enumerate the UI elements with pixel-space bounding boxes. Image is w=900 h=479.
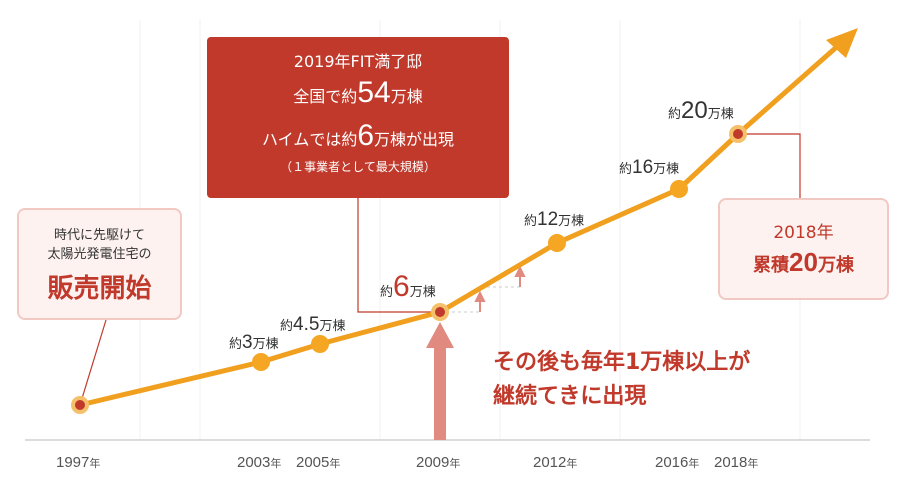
point-label-unit: 万棟 [708,107,734,122]
point-label-prefix: 約 [280,319,293,334]
point-label-value: 12 [537,209,558,230]
fit-callout-heim-count: 6 [357,119,375,152]
x-tick-unit: 年 [449,456,460,470]
fit-callout-national-count: 54 [357,76,391,109]
x-tick-2016: 2016年 [655,454,699,471]
point-label-value: 20 [681,97,708,124]
cumulative-callout: 2018年 累積20万棟 [718,198,889,300]
after-note-line1: その後も毎年1万棟以上が [493,350,751,375]
fit-callout-line3-post: 万棟が出現 [374,130,455,149]
point-label-unit: 万棟 [558,214,584,229]
data-point-1997 [71,396,89,414]
callout-leaders [79,133,801,406]
cumulative-callout-year: 2018年 [773,223,834,243]
point-label-prefix: 約 [229,337,242,352]
x-tick-2005: 2005年 [296,454,340,471]
x-tick-year: 2018 [714,454,747,471]
up-arrow-2009 [426,322,454,440]
x-tick-year: 2005 [296,454,329,471]
start-callout-title: 販売開始 [47,274,152,304]
start-callout-line1: 時代に先駆けて [53,228,145,243]
point-label-prefix: 約 [524,214,537,229]
point-label-unit: 万棟 [410,285,436,300]
start-callout-line2: 太陽光発電住宅の [47,247,152,262]
data-point-2012 [548,234,566,252]
start-callout-text: 時代に先駆けて 太陽光発電住宅の [19,226,180,264]
point-label-value: 6 [393,270,410,303]
x-tick-unit: 年 [329,456,340,470]
point-label-2012: 約12万棟 [524,209,584,230]
cumulative-callout-leader [738,133,801,198]
x-tick-unit: 年 [89,456,100,470]
x-tick-2009: 2009年 [416,454,460,471]
point-label-value: 3 [242,332,253,353]
x-tick-2003: 2003年 [237,454,281,471]
x-tick-unit: 年 [566,456,577,470]
x-tick-2018: 2018年 [714,454,758,471]
small-arrow-1 [474,290,486,312]
point-label-value: 16 [632,157,653,178]
trend-arrowhead [826,28,858,58]
x-tick-unit: 年 [270,456,281,470]
x-tick-1997: 1997年 [56,454,100,471]
data-point-2009 [431,303,449,321]
point-label-2009: 約6万棟 [380,270,436,303]
cumulative-post: 万棟 [817,255,854,276]
data-point-2005 [311,335,329,353]
x-tick-year: 2012 [533,454,566,471]
point-label-2005: 約4.5万棟 [280,314,345,335]
x-tick-2012: 2012年 [533,454,577,471]
fit-callout-line2-pre: 全国で約 [293,87,358,106]
small-arrow-2 [514,265,526,287]
point-label-prefix: 約 [668,107,681,122]
point-label-value: 4.5 [293,314,319,335]
point-label-unit: 万棟 [653,162,679,177]
point-label-2016: 約16万棟 [619,157,679,178]
start-callout-leader [79,319,107,406]
x-tick-year: 2009 [416,454,449,471]
fit-callout-leader [357,198,440,313]
after-note-line2: 継続てきに出現 [493,384,647,409]
cumulative-number: 20 [789,247,818,277]
point-label-unit: 万棟 [319,319,345,334]
point-label-unit: 万棟 [253,337,279,352]
x-tick-year: 2003 [237,454,270,471]
x-tick-unit: 年 [747,456,758,470]
up-arrow-head [426,322,454,348]
fit-callout-line3-pre: ハイムでは約 [261,130,358,149]
fit-callout-line1: 2019年FIT満了邸 [293,52,423,71]
x-tick-year: 2016 [655,454,688,471]
data-point-2016 [670,180,688,198]
x-tick-unit: 年 [688,456,699,470]
up-arrow-shaft [434,346,446,440]
cumulative-callout-total: 累積20万棟 [720,247,887,278]
data-points [71,125,747,414]
data-point-2003 [252,353,270,371]
after-growth-note: その後も毎年1万棟以上が 継続てきに出現 [493,346,793,414]
data-point-2018 [729,125,747,143]
step-guide [440,266,521,313]
x-tick-labels: 1997年 2003年 2005年 2009年 2012年 2016年 2018年 [56,454,758,471]
point-label-prefix: 約 [619,162,632,177]
point-label-2018: 約20万棟 [668,97,734,124]
cumulative-pre: 累積 [753,255,790,276]
point-label-2003: 約3万棟 [229,332,279,353]
sales-start-callout: 時代に先駆けて 太陽光発電住宅の 販売開始 [17,208,182,320]
fit-callout-line2-post: 万棟 [390,87,423,106]
fit-callout-line4: （１事業者として最大規模） [280,160,436,174]
point-label-prefix: 約 [380,285,393,300]
fit-expiry-callout: 2019年FIT満了邸 全国で約54万棟 ハイムでは約6万棟が出現 （１事業者と… [207,37,509,198]
trend-extension [736,42,842,136]
fit-callout-line3: ハイムでは約6万棟が出現 [207,117,509,159]
fit-callout-line2: 全国で約54万棟 [207,73,509,117]
x-tick-year: 1997 [56,454,89,471]
